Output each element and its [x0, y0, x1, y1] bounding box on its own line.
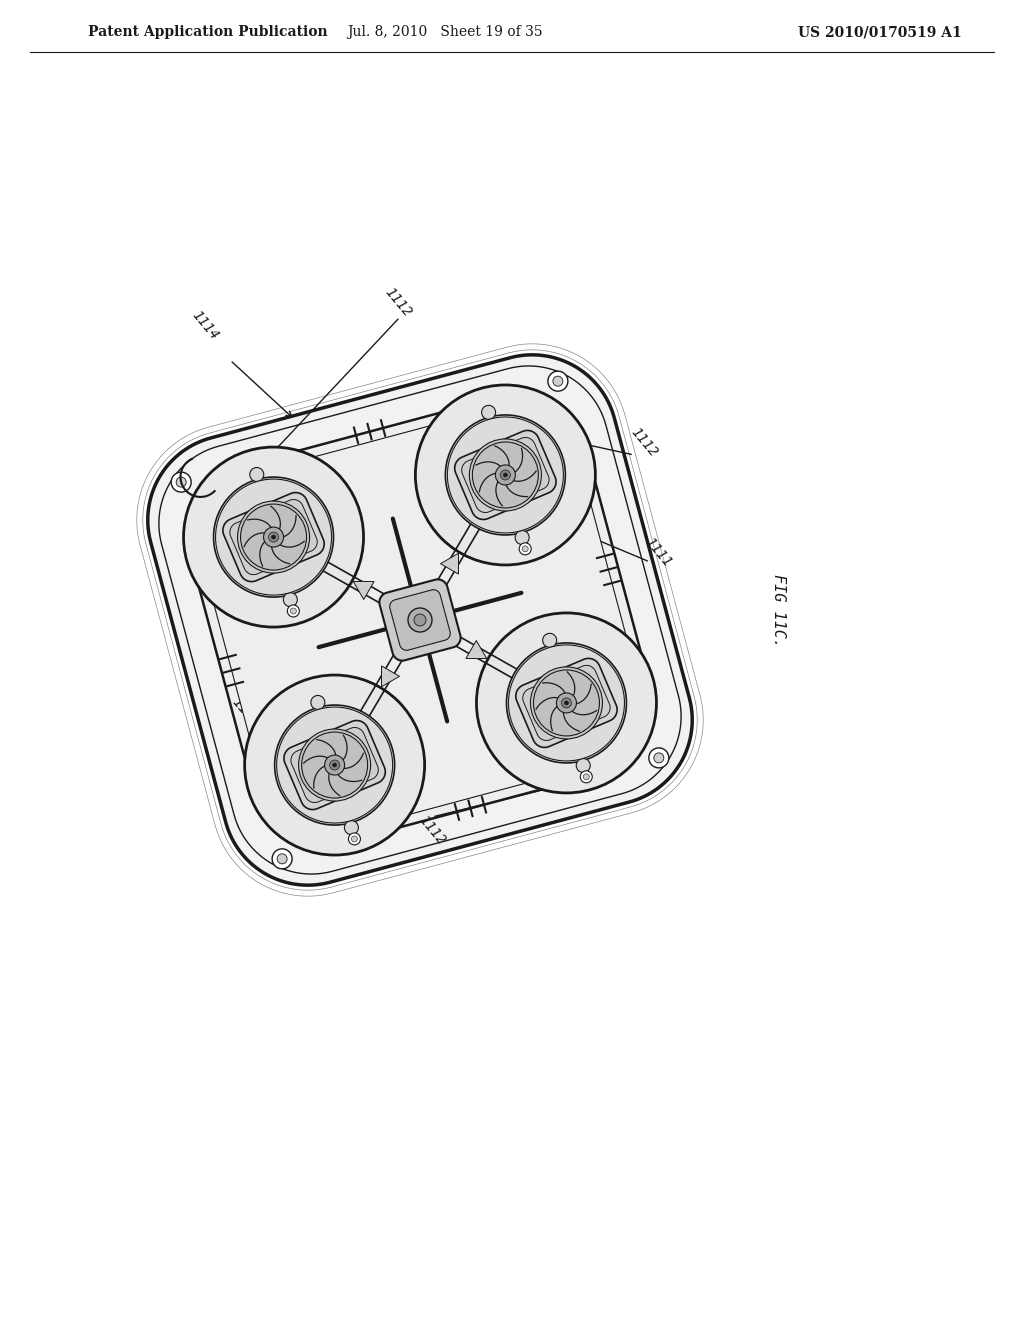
Circle shape — [302, 733, 368, 799]
Polygon shape — [229, 499, 317, 574]
Polygon shape — [390, 590, 451, 651]
Polygon shape — [284, 721, 385, 809]
Polygon shape — [516, 659, 617, 747]
Circle shape — [509, 645, 625, 760]
Polygon shape — [353, 582, 374, 599]
Circle shape — [348, 833, 360, 845]
Polygon shape — [466, 640, 486, 659]
Circle shape — [561, 698, 571, 708]
Circle shape — [584, 774, 589, 780]
Text: 1112: 1112 — [229, 694, 261, 730]
Circle shape — [472, 442, 539, 508]
Text: Jul. 8, 2010   Sheet 19 of 35: Jul. 8, 2010 Sheet 19 of 35 — [347, 25, 543, 40]
Circle shape — [577, 759, 590, 772]
Circle shape — [238, 502, 309, 573]
Polygon shape — [223, 492, 325, 582]
Circle shape — [245, 675, 425, 855]
Circle shape — [501, 470, 510, 480]
Polygon shape — [462, 437, 549, 512]
Circle shape — [445, 414, 565, 535]
Circle shape — [274, 705, 394, 825]
Circle shape — [534, 671, 599, 737]
Text: 1112: 1112 — [382, 285, 414, 319]
Circle shape — [276, 708, 392, 824]
Circle shape — [250, 467, 264, 482]
Circle shape — [333, 763, 337, 767]
Polygon shape — [197, 404, 643, 836]
Text: Patent Application Publication: Patent Application Publication — [88, 25, 328, 40]
Polygon shape — [455, 430, 556, 520]
Circle shape — [553, 376, 563, 387]
Circle shape — [507, 643, 627, 763]
Circle shape — [515, 531, 529, 545]
Circle shape — [311, 696, 325, 709]
Polygon shape — [523, 665, 610, 741]
Circle shape — [288, 605, 299, 616]
Circle shape — [176, 477, 186, 487]
Circle shape — [519, 543, 531, 554]
Circle shape — [469, 440, 542, 511]
Circle shape — [556, 693, 577, 713]
Circle shape — [581, 771, 592, 783]
Circle shape — [416, 385, 595, 565]
Polygon shape — [379, 579, 461, 660]
Circle shape — [330, 760, 340, 770]
Circle shape — [414, 614, 426, 626]
Circle shape — [564, 701, 568, 705]
Circle shape — [241, 504, 306, 570]
Circle shape — [214, 477, 334, 597]
Circle shape — [268, 532, 279, 543]
Circle shape — [291, 609, 296, 614]
Circle shape — [481, 405, 496, 420]
Circle shape — [299, 729, 371, 801]
Circle shape — [325, 755, 345, 775]
Circle shape — [504, 473, 507, 477]
Polygon shape — [382, 665, 399, 686]
Circle shape — [215, 479, 332, 595]
Circle shape — [654, 752, 664, 763]
Circle shape — [351, 836, 357, 842]
Text: US 2010/0170519 A1: US 2010/0170519 A1 — [798, 25, 962, 40]
Text: 1112: 1112 — [628, 425, 660, 459]
Polygon shape — [159, 366, 681, 874]
Text: 1111: 1111 — [642, 535, 674, 569]
Circle shape — [408, 609, 432, 632]
Circle shape — [263, 527, 284, 546]
Circle shape — [271, 535, 275, 539]
Circle shape — [548, 371, 568, 391]
Circle shape — [530, 667, 602, 739]
Circle shape — [171, 473, 191, 492]
Circle shape — [496, 465, 515, 484]
Polygon shape — [440, 553, 459, 574]
Circle shape — [649, 748, 669, 768]
Text: 1112: 1112 — [416, 813, 449, 847]
Text: FIG 11C.: FIG 11C. — [770, 573, 785, 647]
Circle shape — [447, 417, 563, 533]
Polygon shape — [186, 393, 654, 847]
Circle shape — [278, 854, 287, 863]
Circle shape — [344, 821, 358, 834]
Polygon shape — [147, 355, 692, 886]
Circle shape — [476, 612, 656, 793]
Circle shape — [183, 447, 364, 627]
Circle shape — [543, 634, 557, 647]
Polygon shape — [291, 727, 378, 803]
Circle shape — [522, 546, 528, 552]
Circle shape — [284, 593, 297, 607]
Text: 1114: 1114 — [188, 308, 221, 342]
Circle shape — [272, 849, 292, 869]
